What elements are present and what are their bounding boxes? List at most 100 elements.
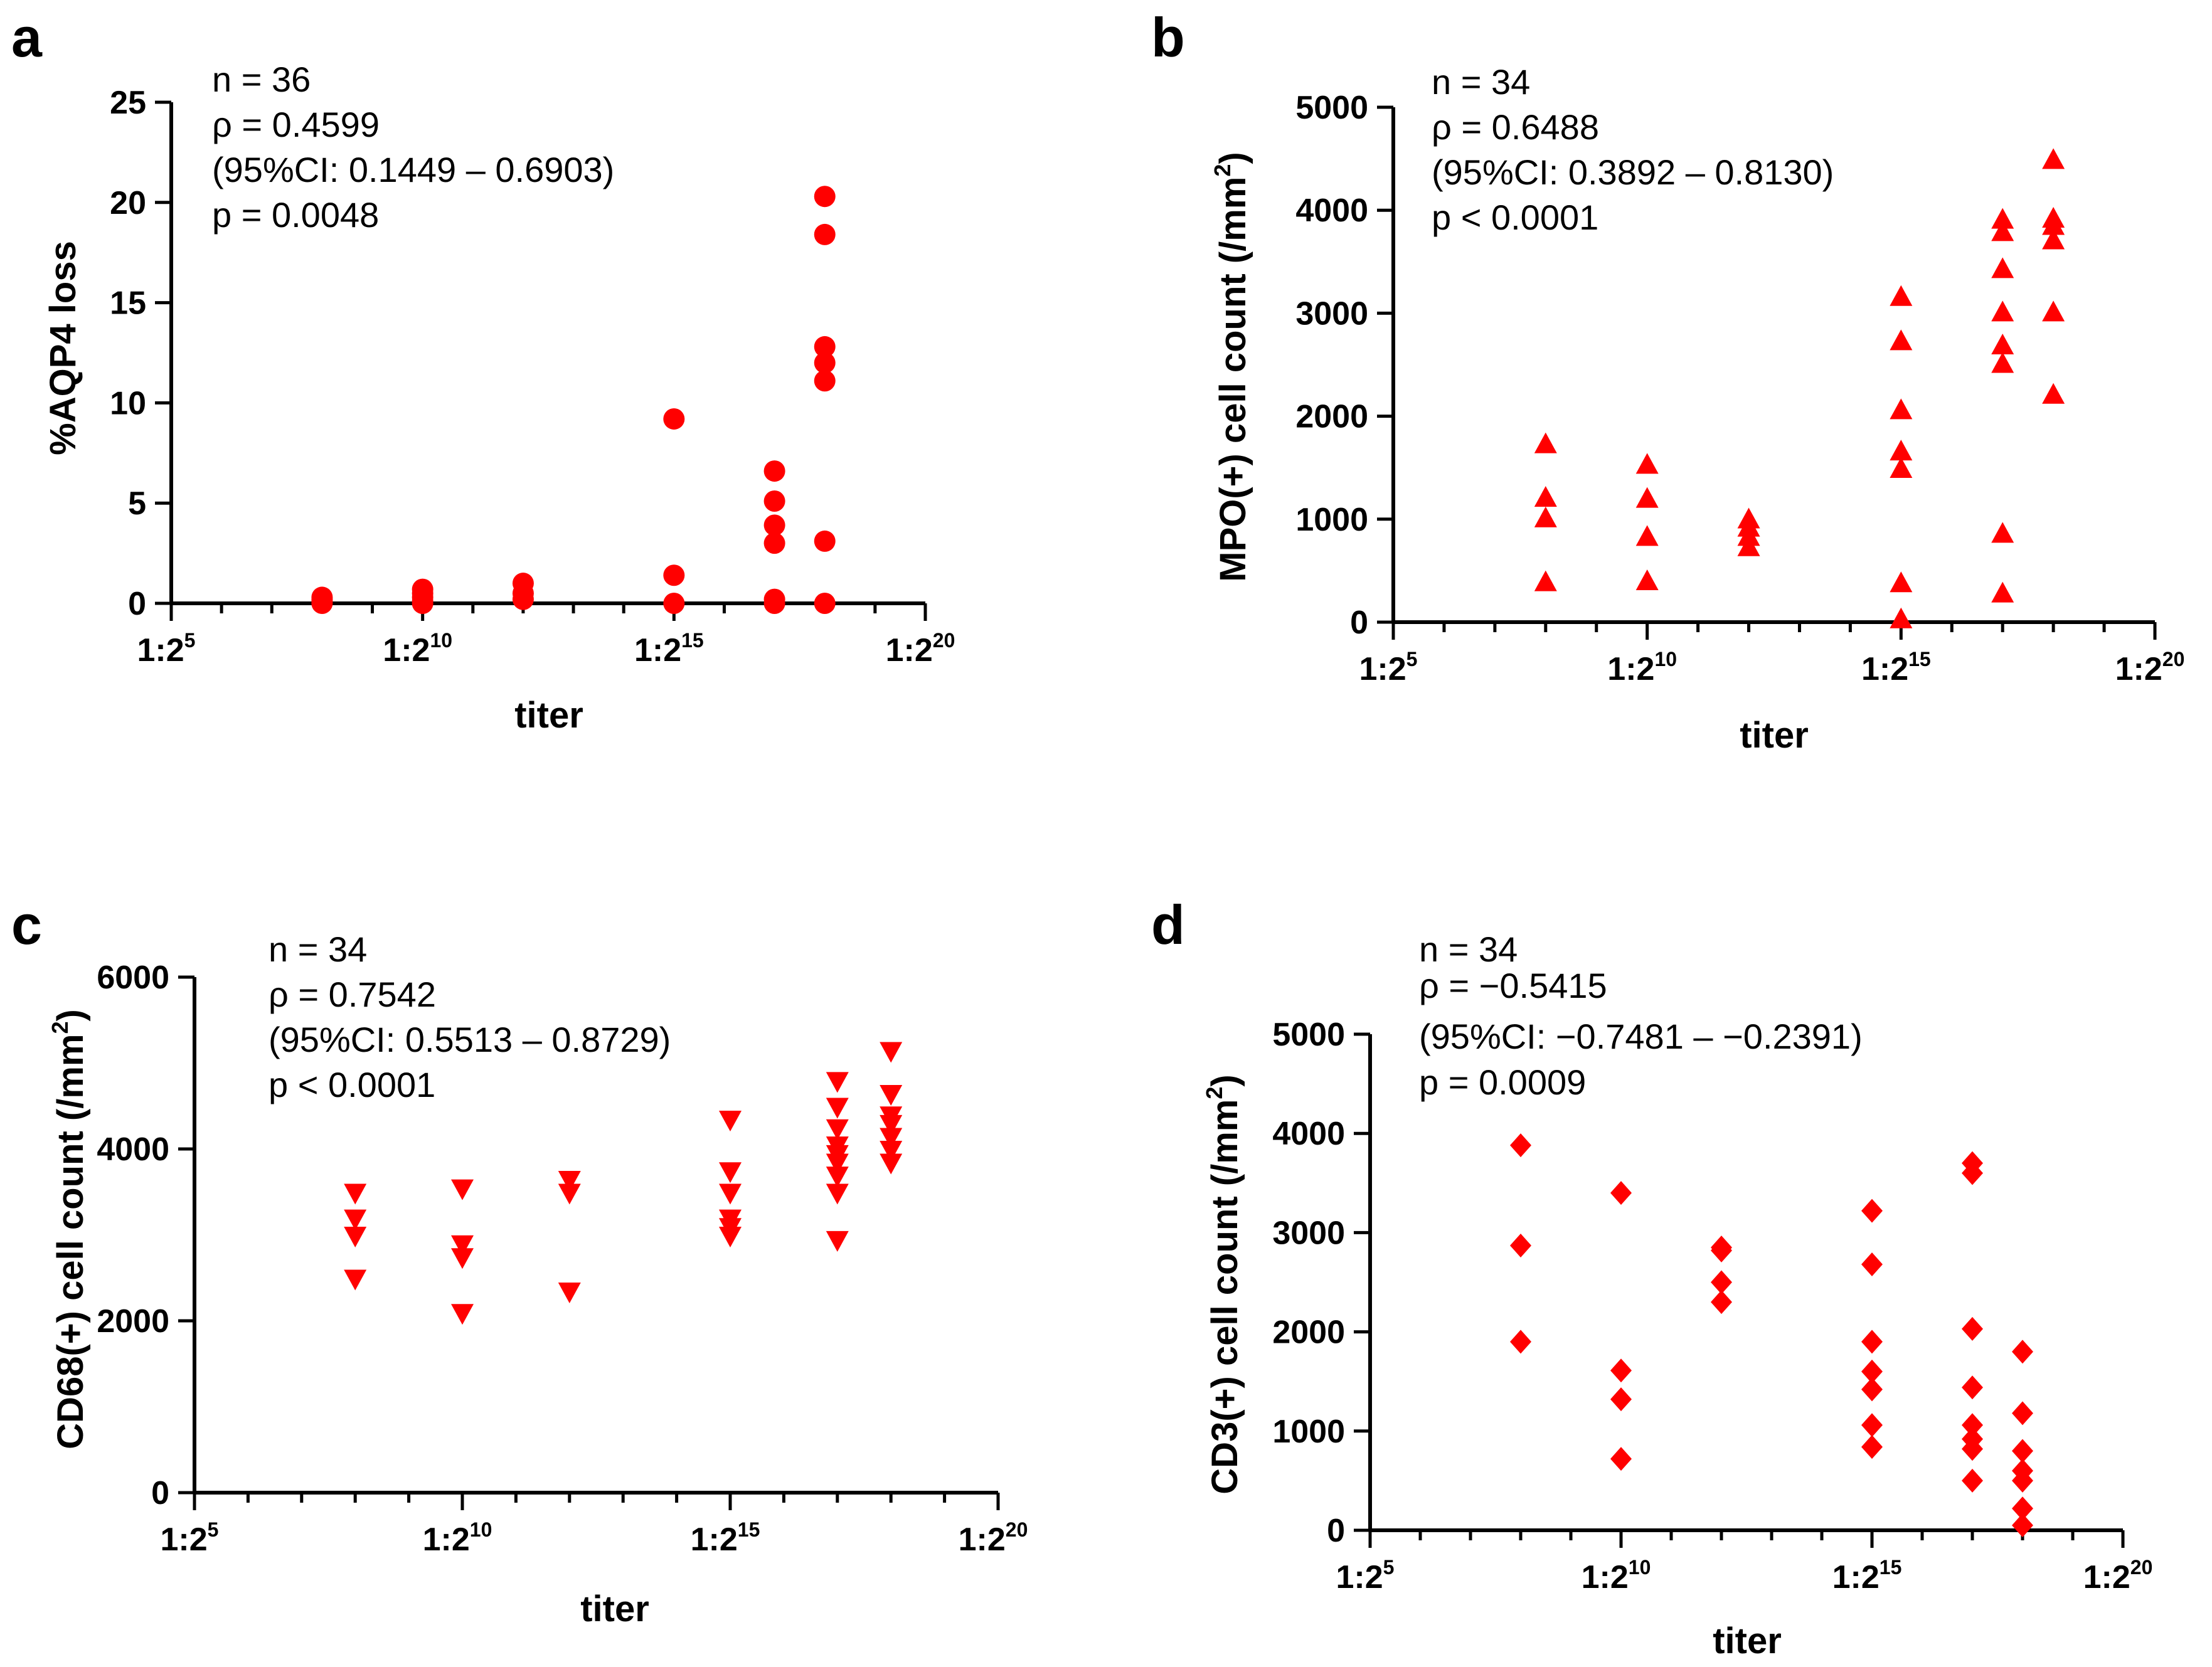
panel-a-stat-rho: ρ = 0.4599	[212, 105, 380, 144]
panel-b-data-point	[1890, 398, 1913, 420]
panel-b-data-point	[1890, 440, 1913, 461]
panel-d-y-axis-label: CD3(+) cell count (/mm2)	[1201, 1074, 1245, 1494]
panel-c-stat-rho: ρ = 0.7542	[269, 975, 436, 1014]
panel-b-x-tick-label: 1:25	[1359, 648, 1418, 687]
panel-d-data-point	[1861, 1252, 1883, 1277]
panel-b-data-point	[1890, 329, 1913, 351]
panel-d-y-tick-label: 3000	[1272, 1215, 1345, 1251]
panel-b-data-point	[1737, 507, 1760, 529]
panel-d-data-point	[2012, 1401, 2033, 1426]
panel-d-x-tick-label: 1:220	[2083, 1556, 2153, 1596]
panel-b-data-point	[2042, 148, 2065, 169]
panel-d-data-point	[1962, 1151, 1983, 1175]
panel-c-data-point	[880, 1084, 903, 1106]
panel-d-x-tick-label: 1:215	[1832, 1556, 1902, 1596]
panel-d-data-point	[2012, 1439, 2033, 1463]
panel-d-y-label-end: )	[1204, 1074, 1245, 1086]
panel-c-data-point	[719, 1162, 742, 1183]
panel-b-data-point	[1890, 457, 1913, 478]
panel-c-data-point	[344, 1227, 367, 1247]
panel-c-x-tick-label: 1:220	[959, 1518, 1028, 1558]
panel-c-data-point	[826, 1136, 849, 1158]
panel-b-letter: b	[1151, 6, 1185, 68]
panel-b-x-tick-label: 1:220	[2115, 648, 2185, 687]
panel-a-x-tick-label: 1:215	[634, 629, 704, 669]
panel-d-data-point	[1510, 1330, 1531, 1354]
panel-d-stats: n = 34 ρ = −0.5415 (95%CI: −0.7481 – −0.…	[1419, 929, 1863, 1102]
panel-b-x-tick-label: 1:210	[1607, 648, 1677, 687]
panel-b-data-point	[1991, 220, 2014, 241]
panel-d-data-point	[1962, 1427, 1983, 1451]
panel-b-data-point	[1534, 432, 1557, 453]
panel-c-x-tick-label: 1:210	[423, 1518, 492, 1558]
panel-d-y-tick-label: 4000	[1272, 1116, 1345, 1152]
panel-b-y-tick-label: 0	[1350, 605, 1368, 641]
panel-a-stats: n = 36 ρ = 0.4599 (95%CI: 0.1449 – 0.690…	[212, 60, 614, 235]
panel-d-y-label-main: CD3(+) cell count (/mm	[1204, 1099, 1245, 1495]
panel-d-stat-rho: ρ = −0.5415	[1419, 966, 1607, 1005]
panel-c-data-point	[826, 1167, 849, 1188]
panel-d-data-point	[1510, 1133, 1531, 1158]
panel-a-x-tick-label: 1:210	[383, 629, 452, 669]
panel-d-data-point	[1962, 1375, 1983, 1400]
panel-a-y-tick-label: 20	[110, 185, 146, 221]
panel-b-y-tick-label: 1000	[1295, 502, 1368, 538]
panel-c-y-tick-label: 4000	[97, 1131, 169, 1168]
panel-a-data-point	[512, 573, 534, 595]
panel-a-data-point	[763, 588, 785, 610]
panel-b-y-axis-label: MPO(+) cell count (/mm2)	[1210, 152, 1253, 582]
panel-d-y-tick-label: 5000	[1272, 1017, 1345, 1053]
panel-a-data-point	[814, 352, 836, 374]
panel-d-axes: 1:25 1:210 1:215 1:220 0 1000 2000 3000 4000 5000	[1272, 1017, 2152, 1596]
panel-c-data-point	[344, 1183, 367, 1205]
panel-c-data-point	[558, 1283, 581, 1304]
panel-b: b 1:25 1:210 1:215 1:220 0 1000 2000 3000 4000 50…	[1151, 6, 2184, 756]
panel-d-stat-n: n = 34	[1419, 929, 1518, 969]
panel-d-data-point	[1711, 1236, 1732, 1260]
panel-c-data-point	[880, 1153, 903, 1175]
panel-b-points	[1534, 148, 2065, 628]
panel-a-points	[311, 186, 836, 614]
panel-a-data-point	[763, 532, 785, 554]
panel-c-data-point	[558, 1170, 581, 1192]
panel-d-letter: d	[1151, 894, 1185, 956]
panel-c-data-point	[719, 1111, 742, 1132]
panel-d-points	[1510, 1133, 2033, 1538]
panel-b-data-point	[2042, 383, 2065, 404]
panel-a-y-tick-label: 5	[128, 485, 146, 522]
panel-b-data-point	[1890, 285, 1913, 306]
panel-c: c 1:25 1:210 1:215 1:220 0 2000 4000 6000 n = 3…	[11, 894, 1028, 1629]
panel-a-data-point	[763, 460, 785, 482]
panel-a-data-point	[814, 336, 836, 357]
panel-c-data-point	[451, 1179, 474, 1200]
panel-c-x-tick-label: 1:215	[691, 1518, 760, 1558]
panel-b-axes: 1:25 1:210 1:215 1:220 0 1000 2000 3000 4000 5000	[1295, 90, 2184, 687]
panel-c-x-tick-label: 1:25	[161, 1518, 219, 1558]
panel-b-data-point	[1991, 300, 2014, 322]
panel-c-data-point	[558, 1183, 581, 1205]
panel-d-data-point	[1861, 1199, 1883, 1223]
panel-b-stat-p: p < 0.0001	[1432, 198, 1598, 237]
panel-b-data-point	[1991, 352, 2014, 373]
panel-b-y-label-sup: 2	[1210, 164, 1235, 177]
panel-a-data-point	[663, 408, 685, 430]
panel-b-data-point	[1991, 208, 2014, 229]
panel-b-data-point	[1534, 506, 1557, 527]
panel-b-data-point	[1890, 571, 1913, 593]
panel-b-data-point	[2042, 228, 2065, 250]
panel-c-letter: c	[11, 894, 42, 956]
panel-c-y-tick-label: 0	[151, 1475, 169, 1511]
panel-d-data-point	[1962, 1468, 1983, 1493]
panel-b-stats: n = 34 ρ = 0.6488 (95%CI: 0.3892 – 0.813…	[1432, 62, 1834, 237]
panel-b-data-point	[1991, 581, 2014, 603]
panel-a-data-point	[814, 370, 836, 392]
panel-b-stat-rho: ρ = 0.6488	[1432, 107, 1599, 147]
panel-c-y-tick-label: 6000	[97, 960, 169, 996]
panel-b-data-point	[2042, 300, 2065, 322]
panel-a-data-point	[814, 186, 836, 208]
panel-d-data-point	[1861, 1377, 1883, 1402]
panel-c-data-point	[344, 1209, 367, 1230]
panel-b-x-tick-label: 1:215	[1861, 648, 1931, 687]
panel-c-data-point	[880, 1141, 903, 1162]
